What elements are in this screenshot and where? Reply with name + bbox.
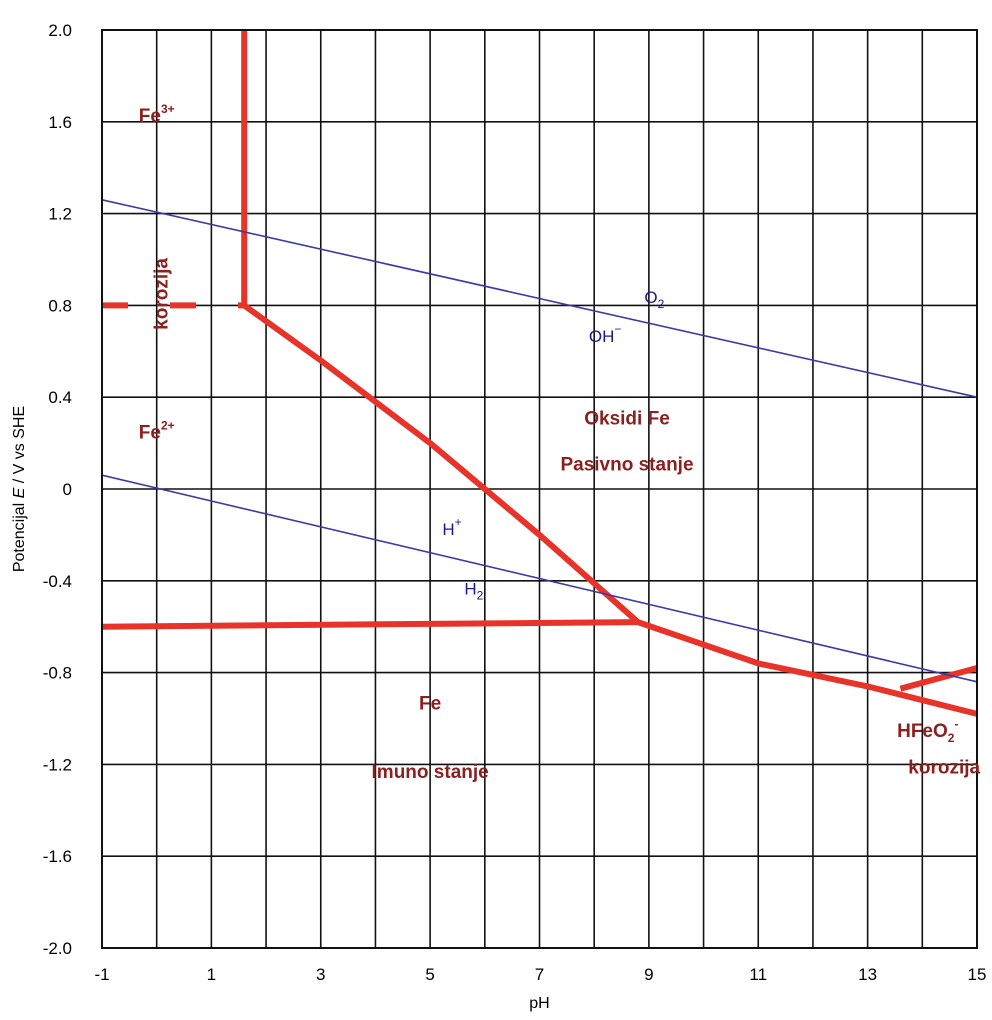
region-label: korozija: [152, 258, 173, 330]
label-text: H: [464, 580, 476, 599]
label-text: OH: [589, 327, 615, 346]
y-tick-label: 2.0: [48, 21, 72, 40]
region-label: HFeO2-: [897, 717, 958, 745]
label-text: Imuno stanje: [372, 762, 489, 783]
y-tick-label: -0.8: [43, 664, 72, 683]
series-group: [101, 30, 978, 717]
red-boundary-line-2: [101, 619, 638, 630]
red-boundary-line-4: [899, 665, 978, 692]
label-subscript: 2: [658, 297, 665, 311]
label-superscript: +: [455, 515, 462, 529]
x-tick-label: 11: [749, 965, 767, 984]
label-text: Oksidi Fe: [584, 409, 670, 430]
label-text: H: [442, 520, 454, 539]
x-tick-label: 13: [858, 965, 877, 984]
region-label: Oksidi Fe: [584, 409, 670, 430]
label-text: Fe: [139, 423, 161, 444]
label-text: O: [644, 288, 657, 307]
x-tick-label: 1: [207, 965, 216, 984]
y-tick-label: -0.4: [43, 572, 72, 591]
region-label: Fe2+: [139, 419, 175, 444]
x-tick-label: 3: [316, 965, 325, 984]
region-label: OH−: [589, 322, 622, 346]
label-superscript: -: [954, 717, 958, 731]
region-label: Imuno stanje: [372, 762, 489, 783]
label-text: korozija: [152, 258, 173, 330]
y-axis-label-part: / V vs SHE: [11, 406, 28, 488]
region-label: O2: [644, 288, 664, 311]
region-label: Fe: [419, 693, 441, 714]
blue-water-line-6: [101, 199, 978, 398]
plot-frame: [101, 29, 978, 949]
y-axis-label-part: E: [11, 487, 28, 498]
blue-water-line-7: [101, 474, 978, 683]
x-tick-label: 5: [425, 965, 434, 984]
y-axis-label: Potencijal E / V vs SHE: [11, 406, 28, 572]
y-tick-labels: 2.0 1.6 1.2 0.8 0.4 0 -0.4 -0.8 -1.2 -1.6 -2.0: [43, 21, 72, 958]
region-label: korozija: [908, 758, 980, 779]
y-tick-label: 1.6: [48, 113, 72, 132]
region-label: Pasivno stanje: [560, 455, 693, 476]
x-tick-label: 7: [535, 965, 544, 984]
label-text: HFeO: [897, 721, 948, 742]
x-tick-labels: -1 1 3 5 7 9 11 13 15: [94, 965, 986, 984]
region-label: Fe3+: [139, 102, 175, 127]
x-tick-label: 15: [968, 965, 987, 984]
label-superscript: −: [614, 322, 621, 336]
y-tick-label: 0.4: [48, 388, 72, 407]
x-tick-label: 9: [644, 965, 653, 984]
x-axis-label: pH: [529, 995, 549, 1012]
y-tick-label: -2.0: [43, 939, 72, 958]
red-boundary-line-1: [242, 302, 640, 625]
y-tick-label: 0: [63, 480, 72, 499]
label-subscript: 2: [477, 589, 484, 603]
x-tick-label: -1: [94, 965, 109, 984]
y-tick-label: -1.2: [43, 755, 72, 774]
y-tick-label: 0.8: [48, 296, 72, 315]
label-text: korozija: [908, 758, 980, 779]
region-label: H+: [442, 515, 461, 539]
label-superscript: 3+: [161, 102, 175, 116]
label-text: Pasivno stanje: [560, 455, 693, 476]
label-superscript: 2+: [161, 419, 175, 433]
label-text: Fe: [139, 106, 161, 127]
label-subscript: 2: [948, 731, 955, 745]
label-text: Fe: [419, 693, 441, 714]
y-tick-label: 1.2: [48, 205, 72, 224]
red-boundary-line-3: [636, 619, 978, 717]
y-tick-label: -1.6: [43, 847, 72, 866]
y-axis-label-part: Potencijal: [11, 498, 28, 572]
region-label: H2: [464, 580, 483, 603]
